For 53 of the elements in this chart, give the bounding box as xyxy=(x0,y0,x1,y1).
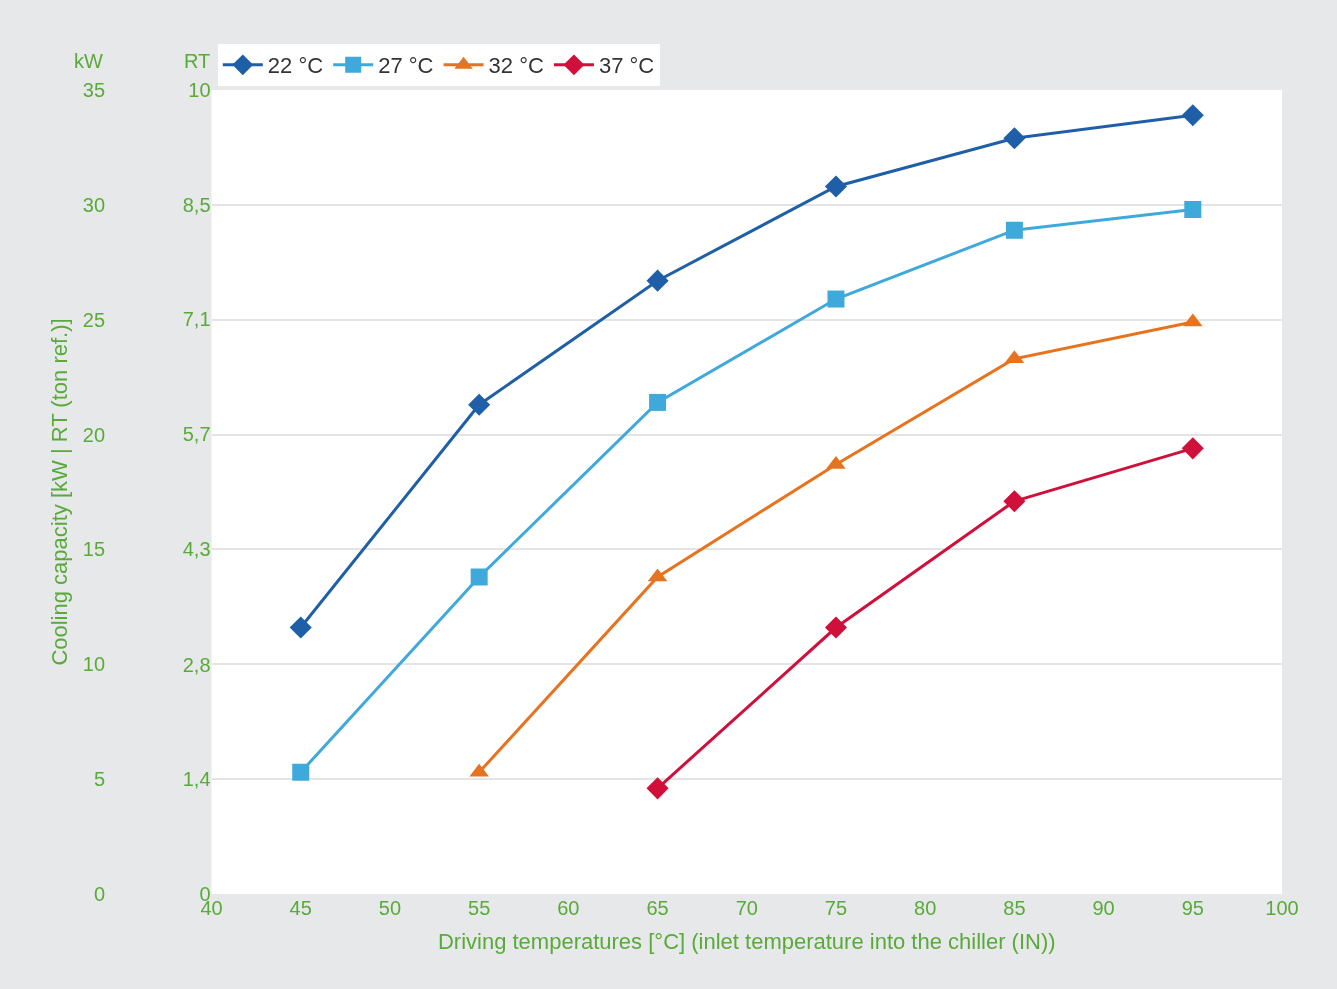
y-tick-label: 10 xyxy=(82,653,106,676)
x-tick-label: 60 xyxy=(557,897,580,919)
legend-label: 37 °C xyxy=(598,53,655,79)
point xyxy=(1184,200,1202,218)
point xyxy=(649,393,667,411)
y-tick-label: 30 xyxy=(82,193,106,216)
y-axis-title: Cooling capacity [kW | RT (ton ref.)] xyxy=(46,318,72,666)
legend-label: 27 °C xyxy=(378,53,434,79)
text: kW xyxy=(74,50,103,72)
y-tick-label: 0 xyxy=(94,883,106,905)
legend-label: 22 °C xyxy=(267,53,324,79)
point xyxy=(468,393,491,416)
point xyxy=(469,763,489,777)
x-tick-label: 65 xyxy=(646,897,669,919)
point xyxy=(289,616,312,639)
x-tick-label: 50 xyxy=(378,897,402,919)
point xyxy=(1005,221,1023,239)
y-tick-label: 25 xyxy=(82,308,106,331)
point xyxy=(1181,437,1204,460)
point xyxy=(646,269,669,292)
x-tick-label: 80 xyxy=(914,897,937,919)
y-tick-label: 20 xyxy=(82,423,106,446)
x-axis-title: Driving temperatures [°C] (inlet temperature into the chiller (IN)) xyxy=(437,928,1056,954)
y-tick-label: 35 xyxy=(82,79,106,101)
x-tick-label: 45 xyxy=(289,897,312,919)
point xyxy=(470,568,488,586)
x-tick-label: 95 xyxy=(1181,897,1204,919)
y2-tick-label: 8,5 xyxy=(182,193,211,216)
point xyxy=(1003,127,1026,150)
x-tick-label: 75 xyxy=(824,897,848,919)
point xyxy=(1181,104,1204,127)
point xyxy=(824,175,848,198)
y-tick-label: 5 xyxy=(94,768,106,791)
legend-label: 32 °C xyxy=(488,53,544,79)
y2-tick-label: 4,3 xyxy=(182,537,211,560)
x-tick-label: 90 xyxy=(1092,897,1115,919)
text: RT xyxy=(184,50,211,72)
point xyxy=(827,290,845,308)
x-tick-label: 85 xyxy=(1003,897,1026,919)
y2-tick-label: 1,4 xyxy=(182,768,211,791)
y-tick-label: 15 xyxy=(82,538,106,561)
y2-tick-label: 7,1 xyxy=(182,308,211,331)
y2-tick-label: 5,7 xyxy=(182,423,211,446)
y2-tick-label: 10 xyxy=(188,79,211,101)
point xyxy=(292,763,310,781)
point xyxy=(1003,490,1026,513)
point xyxy=(824,616,848,639)
x-tick-label: 70 xyxy=(735,897,758,919)
y2-tick-label: 2,8 xyxy=(182,653,211,676)
point xyxy=(826,455,846,469)
x-tick-label: 100 xyxy=(1265,897,1299,919)
x-tick-label: 55 xyxy=(468,897,491,919)
point xyxy=(646,777,669,800)
